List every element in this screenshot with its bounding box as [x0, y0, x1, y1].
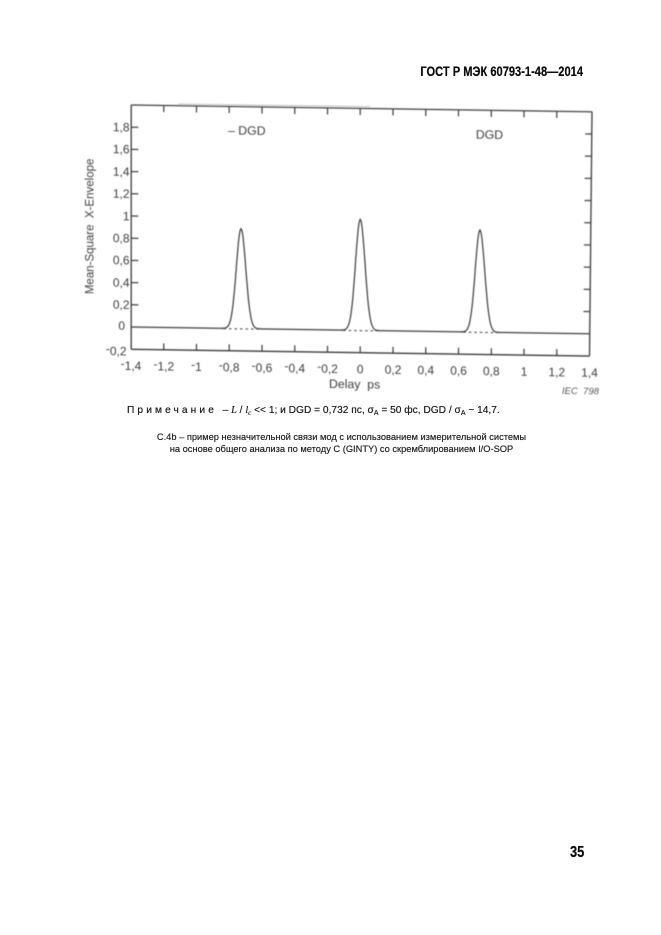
- svg-text:1,2: 1,2: [113, 187, 130, 201]
- svg-text:-0,6: -0,6: [252, 358, 273, 375]
- svg-text:1,4: 1,4: [113, 165, 130, 179]
- svg-text:Mean-Square X-Envelope: Mean-Square X-Envelope: [85, 159, 97, 295]
- svg-text:0: 0: [118, 319, 125, 333]
- svg-text:1,6: 1,6: [113, 142, 130, 156]
- svg-text:0,4: 0,4: [113, 276, 130, 290]
- svg-text:1: 1: [123, 209, 130, 223]
- svg-text:0,4: 0,4: [417, 363, 434, 377]
- svg-text:IEC 798: IEC 798: [562, 386, 600, 398]
- svg-text:1,4: 1,4: [581, 366, 598, 380]
- svg-text:-0,2: -0,2: [106, 341, 127, 358]
- svg-text:1,8: 1,8: [113, 120, 130, 134]
- svg-text:0,6: 0,6: [113, 253, 130, 267]
- svg-text:0: 0: [357, 363, 364, 377]
- svg-text:0,8: 0,8: [483, 364, 500, 378]
- svg-text:-1: -1: [191, 357, 202, 374]
- svg-text:0,2: 0,2: [385, 363, 402, 377]
- svg-text:0,8: 0,8: [113, 231, 130, 245]
- svg-text:-0,8: -0,8: [219, 358, 240, 375]
- svg-text:0,6: 0,6: [450, 364, 467, 378]
- svg-text:1: 1: [521, 365, 528, 379]
- svg-text:1,2: 1,2: [548, 365, 565, 379]
- svg-text:-1,4: -1,4: [121, 356, 142, 373]
- svg-text:-0,2: -0,2: [317, 359, 338, 376]
- svg-text:– DGD: – DGD: [228, 124, 266, 139]
- svg-text:Delay ps: Delay ps: [329, 377, 380, 392]
- svg-text:0,2: 0,2: [113, 298, 130, 312]
- svg-text:-1,2: -1,2: [153, 357, 174, 374]
- svg-text:DGD: DGD: [476, 127, 503, 141]
- svg-text:-0,4: -0,4: [284, 359, 305, 376]
